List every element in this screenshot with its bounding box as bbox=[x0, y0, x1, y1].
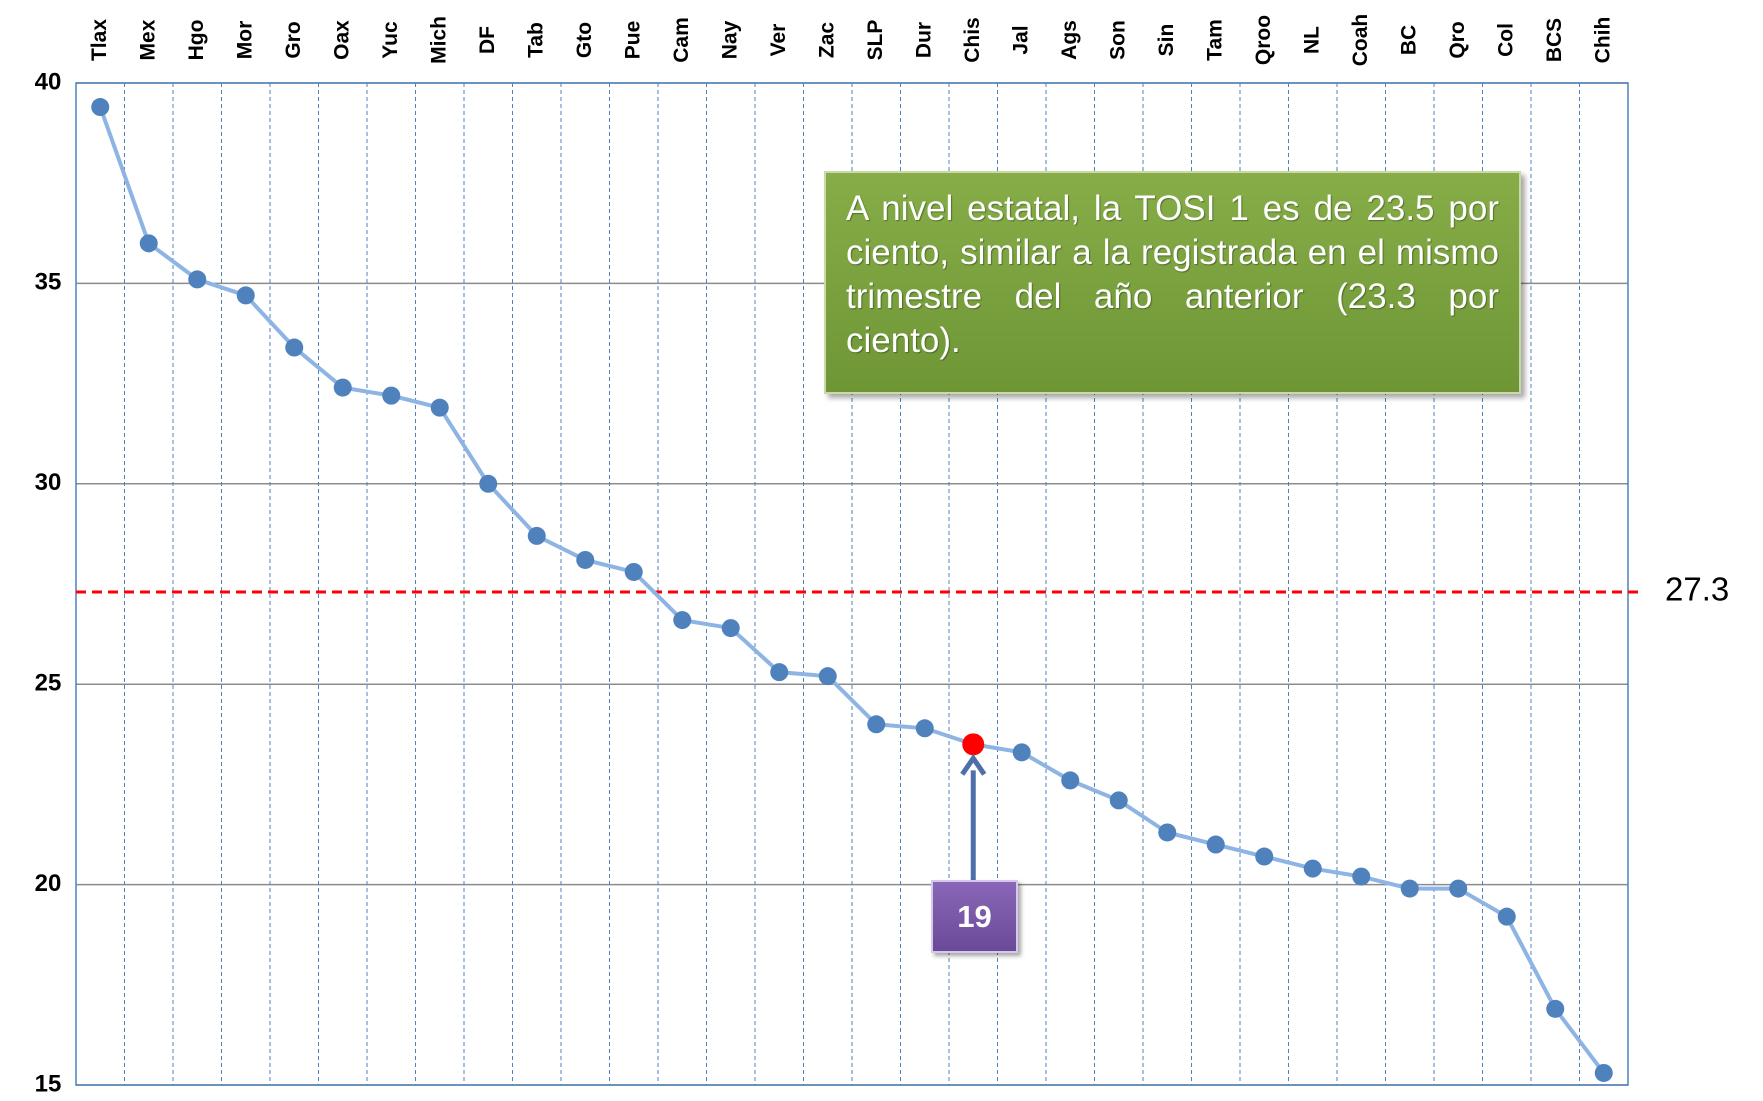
marker bbox=[624, 562, 643, 581]
x-tick-label: BC bbox=[1397, 25, 1420, 55]
marker bbox=[527, 526, 546, 545]
y-tick-label: 15 bbox=[35, 1070, 62, 1097]
x-tick-label: Dur bbox=[912, 22, 935, 58]
x-tick-label: Qro bbox=[1446, 21, 1469, 58]
marker bbox=[818, 667, 837, 686]
marker bbox=[1061, 771, 1080, 790]
marker bbox=[867, 715, 886, 734]
x-tick-label: SLP bbox=[864, 20, 887, 61]
x-tick-label: Ver bbox=[767, 24, 790, 57]
marker bbox=[430, 398, 449, 417]
marker bbox=[770, 663, 789, 682]
x-tick-label: Gto bbox=[573, 22, 596, 58]
x-tick-label: Tam bbox=[1203, 19, 1226, 61]
marker bbox=[1303, 859, 1322, 878]
marker bbox=[188, 270, 207, 289]
callout-arrowhead bbox=[960, 753, 987, 776]
x-tick-label: Tlax bbox=[88, 19, 111, 61]
marker bbox=[236, 286, 255, 305]
x-tick-label: Sin bbox=[1155, 24, 1178, 57]
x-tick-label: Hgo bbox=[185, 20, 208, 61]
x-tick-label: Jal bbox=[1009, 25, 1032, 54]
x-tick-label: Tab bbox=[524, 22, 547, 58]
y-tick-label: 25 bbox=[35, 670, 62, 697]
marker bbox=[1594, 1063, 1613, 1082]
marker bbox=[915, 719, 934, 738]
rank-callout: 19 bbox=[931, 880, 1018, 953]
x-tick-label: Son bbox=[1106, 20, 1129, 60]
x-tick-label: Mor bbox=[233, 21, 256, 60]
annotation: A nivel estatal, la TOSI 1 es de 23.5 po… bbox=[824, 171, 1521, 394]
y-tick-label: 30 bbox=[35, 469, 62, 496]
x-tick-label: Cam bbox=[670, 17, 693, 63]
x-tick-label: Yuc bbox=[379, 21, 402, 59]
marker bbox=[139, 234, 158, 253]
x-tick-label: Ags bbox=[1058, 20, 1081, 60]
x-tick-label: Zac bbox=[815, 22, 838, 59]
marker bbox=[673, 611, 692, 630]
x-tick-label: Nay bbox=[718, 20, 741, 59]
marker bbox=[1206, 835, 1225, 854]
plot-frame bbox=[75, 82, 1629, 1086]
marker bbox=[1400, 879, 1419, 898]
marker bbox=[1497, 907, 1516, 926]
x-tick-label: Mex bbox=[136, 19, 159, 60]
x-tick-label: Coah bbox=[1349, 14, 1372, 67]
x-tick-label: Pue bbox=[621, 21, 644, 60]
x-tick-label: Chis bbox=[961, 17, 984, 63]
x-tick-label: DF bbox=[476, 26, 499, 54]
marker bbox=[576, 550, 595, 569]
marker bbox=[1255, 847, 1274, 866]
reference-label: 27.3 bbox=[1665, 571, 1729, 608]
x-tick-label: Mich bbox=[427, 16, 450, 64]
x-tick-label: NL bbox=[1300, 26, 1323, 54]
x-tick-label: Chih bbox=[1591, 17, 1614, 64]
marker bbox=[1012, 743, 1031, 762]
marker bbox=[1449, 879, 1468, 898]
x-tick-label: Gro bbox=[282, 21, 305, 58]
marker bbox=[1546, 999, 1565, 1018]
highlight-marker bbox=[962, 733, 985, 756]
marker bbox=[1352, 867, 1371, 886]
x-tick-label: Col bbox=[1494, 23, 1517, 57]
marker bbox=[1158, 823, 1177, 842]
x-tick-label: Oax bbox=[330, 20, 353, 60]
marker bbox=[91, 98, 110, 117]
marker bbox=[1109, 791, 1128, 810]
marker bbox=[285, 338, 304, 357]
x-tick-label: BCS bbox=[1543, 18, 1566, 62]
marker bbox=[382, 386, 401, 405]
x-tick-label: Qroo bbox=[1252, 15, 1275, 65]
marker bbox=[721, 619, 740, 638]
y-tick-label: 20 bbox=[35, 870, 62, 897]
y-tick-label: 35 bbox=[35, 269, 62, 296]
marker bbox=[479, 474, 498, 493]
y-tick-label: 40 bbox=[35, 68, 62, 95]
marker bbox=[333, 378, 352, 397]
